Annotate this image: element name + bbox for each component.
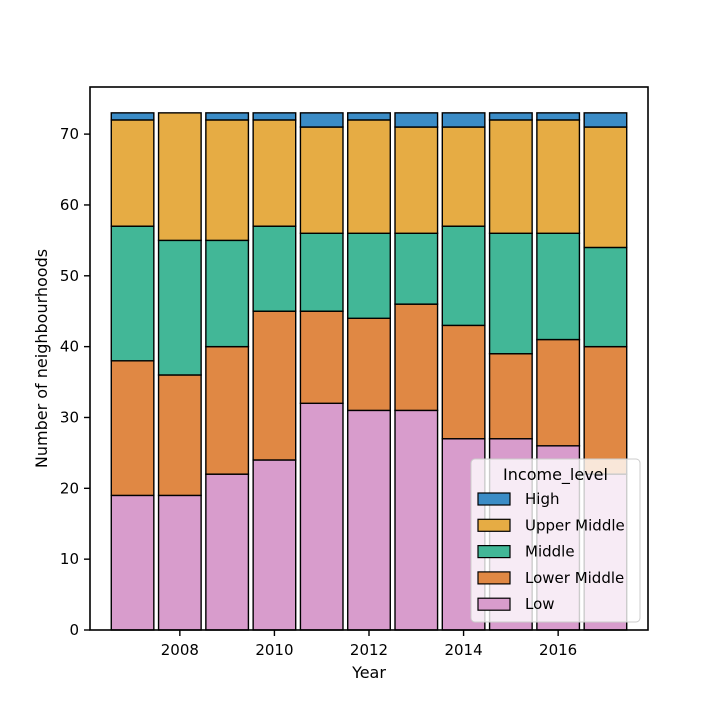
legend-label-low: Low — [525, 595, 555, 613]
bar-lower-middle-2017 — [583, 345, 628, 475]
bar-low-2007 — [110, 494, 155, 631]
bar-upper-middle-2017 — [583, 126, 628, 249]
legend-swatch-middle — [477, 544, 511, 559]
y-tick-label: 0 — [69, 621, 79, 639]
bar-middle-2017 — [583, 246, 628, 348]
bar-high-2010 — [252, 112, 297, 121]
y-tick-label: 60 — [60, 196, 79, 214]
bar-lower-middle-2013 — [394, 303, 439, 412]
bar-lower-middle-2012 — [347, 317, 391, 412]
x-axis-label: Year — [351, 663, 386, 682]
bar-low-2013 — [394, 409, 439, 631]
x-axis: 2008 2010 2012 2014 2016 — [161, 630, 577, 659]
legend-swatch-low — [477, 597, 511, 611]
bars-layer — [110, 112, 628, 631]
legend-swatch-lower-middle — [477, 571, 511, 585]
bar-upper-middle-2010 — [252, 119, 297, 227]
bar-high-2015 — [488, 112, 533, 121]
bar-upper-middle-2013 — [394, 126, 439, 234]
y-tick-label: 40 — [60, 338, 79, 356]
y-tick-label: 50 — [60, 267, 79, 285]
bar-middle-2016 — [536, 232, 581, 341]
bar-middle-2007 — [110, 225, 155, 362]
bar-lower-middle-2014 — [441, 324, 486, 440]
bar-low-2008 — [157, 494, 202, 631]
bar-upper-middle-2009 — [205, 119, 250, 242]
bar-lower-middle-2007 — [110, 360, 155, 497]
legend-title: Income_level — [503, 465, 608, 485]
bar-high-2016 — [536, 112, 581, 121]
bar-lower-middle-2011 — [299, 310, 344, 405]
bar-low-2012 — [347, 409, 391, 631]
bar-middle-2010 — [252, 225, 297, 312]
bar-upper-middle-2012 — [347, 119, 391, 234]
y-axis: 0 10 20 30 40 50 60 70 — [60, 125, 90, 639]
bar-high-2012 — [347, 112, 391, 121]
bar-upper-middle-2014 — [441, 126, 486, 227]
bar-middle-2009 — [205, 239, 250, 348]
legend-label-upper-middle: Upper Middle — [525, 516, 625, 534]
bar-middle-2014 — [441, 225, 486, 327]
x-tick-label: 2014 — [444, 641, 482, 659]
y-tick-label: 20 — [60, 479, 79, 497]
bar-high-2014 — [441, 112, 486, 128]
x-tick-label: 2010 — [255, 641, 293, 659]
legend-label-high: High — [525, 490, 559, 508]
y-tick-label: 70 — [60, 125, 79, 143]
legend-swatch-high — [477, 492, 511, 506]
x-tick-label: 2008 — [161, 641, 199, 659]
bar-low-2010 — [252, 459, 297, 631]
bar-high-2007 — [110, 112, 155, 121]
bar-lower-middle-2010 — [252, 310, 297, 461]
bar-middle-2013 — [394, 232, 439, 305]
bar-lower-middle-2009 — [205, 345, 250, 475]
bar-upper-middle-2016 — [536, 119, 581, 234]
bar-lower-middle-2008 — [157, 374, 202, 497]
legend: Income_level High Upper Middle Middle Lower… — [470, 458, 641, 623]
bar-lower-middle-2016 — [536, 338, 581, 447]
x-tick-label: 2016 — [539, 641, 577, 659]
bar-upper-middle-2007 — [110, 119, 155, 227]
legend-box — [470, 458, 641, 623]
y-tick-label: 30 — [60, 408, 79, 426]
bar-high-2009 — [205, 112, 250, 121]
bar-high-2017 — [583, 112, 628, 128]
bar-upper-middle-2008 — [157, 112, 202, 242]
bar-upper-middle-2011 — [299, 126, 344, 234]
bar-high-2013 — [394, 112, 439, 128]
bar-lower-middle-2015 — [488, 353, 533, 440]
x-tick-label: 2012 — [350, 641, 388, 659]
bar-low-2009 — [205, 473, 250, 631]
legend-label-middle: Middle — [525, 543, 575, 561]
y-axis-label: Number of neighbourhoods — [32, 249, 51, 468]
legend-label-lower-middle: Lower Middle — [525, 569, 624, 587]
bar-high-2011 — [299, 112, 344, 128]
bar-middle-2015 — [488, 232, 533, 355]
bar-middle-2011 — [299, 232, 344, 312]
y-tick-label: 10 — [60, 550, 79, 568]
legend-swatch-upper-middle — [477, 518, 511, 532]
bar-middle-2008 — [157, 239, 202, 376]
bar-upper-middle-2015 — [488, 119, 533, 234]
bar-middle-2012 — [347, 232, 391, 319]
bar-low-2011 — [299, 402, 344, 631]
